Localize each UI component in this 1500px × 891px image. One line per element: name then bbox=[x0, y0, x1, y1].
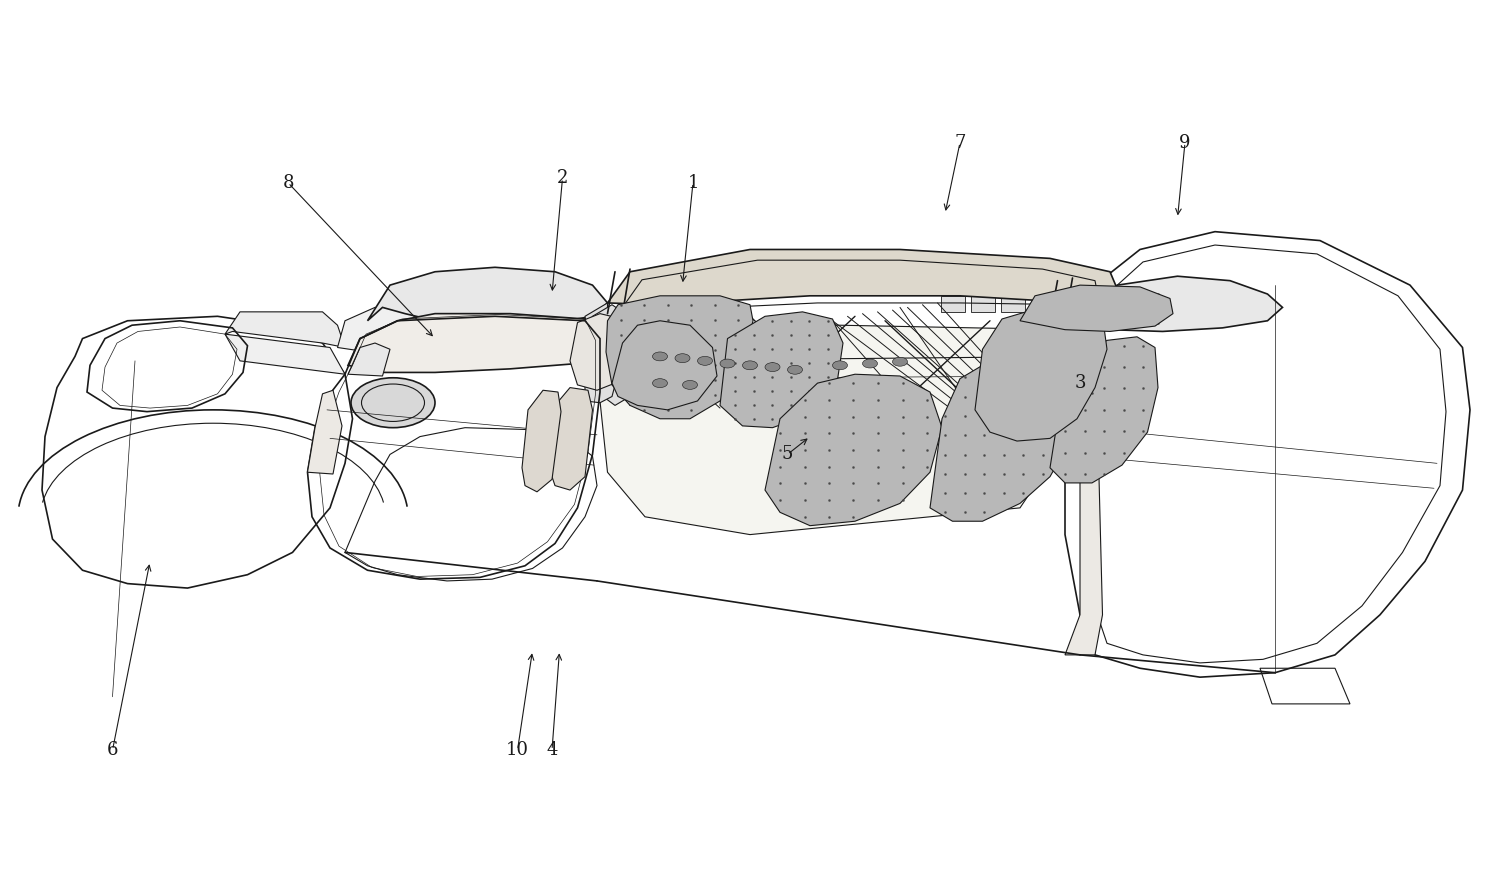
Circle shape bbox=[652, 379, 668, 388]
Text: 2: 2 bbox=[556, 169, 568, 187]
Bar bbox=[640, 296, 664, 312]
Bar bbox=[940, 296, 964, 312]
Circle shape bbox=[720, 359, 735, 368]
Circle shape bbox=[351, 378, 435, 428]
Bar bbox=[970, 296, 994, 312]
Circle shape bbox=[675, 354, 690, 363]
Circle shape bbox=[892, 357, 908, 366]
Polygon shape bbox=[612, 321, 717, 410]
Text: 1: 1 bbox=[687, 174, 699, 192]
Polygon shape bbox=[308, 390, 342, 474]
Bar bbox=[700, 296, 724, 312]
Polygon shape bbox=[570, 314, 627, 390]
Circle shape bbox=[765, 363, 780, 372]
Circle shape bbox=[652, 352, 668, 361]
Polygon shape bbox=[1020, 285, 1173, 331]
Polygon shape bbox=[1065, 276, 1282, 331]
Text: 6: 6 bbox=[106, 741, 118, 759]
Polygon shape bbox=[975, 305, 1107, 441]
Polygon shape bbox=[606, 296, 753, 419]
Polygon shape bbox=[225, 334, 345, 374]
Polygon shape bbox=[585, 303, 630, 405]
Text: 4: 4 bbox=[546, 741, 558, 759]
Circle shape bbox=[788, 365, 802, 374]
Polygon shape bbox=[522, 390, 561, 492]
Text: 7: 7 bbox=[954, 134, 966, 151]
Polygon shape bbox=[608, 249, 1118, 305]
Polygon shape bbox=[225, 312, 345, 347]
Text: 9: 9 bbox=[1179, 134, 1191, 151]
Text: 8: 8 bbox=[282, 174, 294, 192]
Polygon shape bbox=[368, 267, 608, 325]
Polygon shape bbox=[338, 307, 435, 356]
Polygon shape bbox=[930, 349, 1077, 521]
Polygon shape bbox=[348, 343, 390, 376]
Polygon shape bbox=[720, 312, 843, 428]
Polygon shape bbox=[548, 388, 592, 490]
Polygon shape bbox=[585, 305, 622, 403]
Circle shape bbox=[698, 356, 712, 365]
Text: 10: 10 bbox=[506, 741, 530, 759]
Polygon shape bbox=[600, 321, 1072, 535]
Polygon shape bbox=[1065, 321, 1102, 655]
Circle shape bbox=[682, 380, 698, 389]
Bar bbox=[670, 296, 694, 312]
Text: 5: 5 bbox=[782, 446, 794, 463]
Polygon shape bbox=[1050, 337, 1158, 483]
Circle shape bbox=[833, 361, 848, 370]
Text: 3: 3 bbox=[1074, 374, 1086, 392]
Polygon shape bbox=[348, 314, 600, 372]
Circle shape bbox=[742, 361, 758, 370]
Circle shape bbox=[862, 359, 877, 368]
Bar bbox=[1000, 296, 1024, 312]
Polygon shape bbox=[765, 374, 942, 526]
